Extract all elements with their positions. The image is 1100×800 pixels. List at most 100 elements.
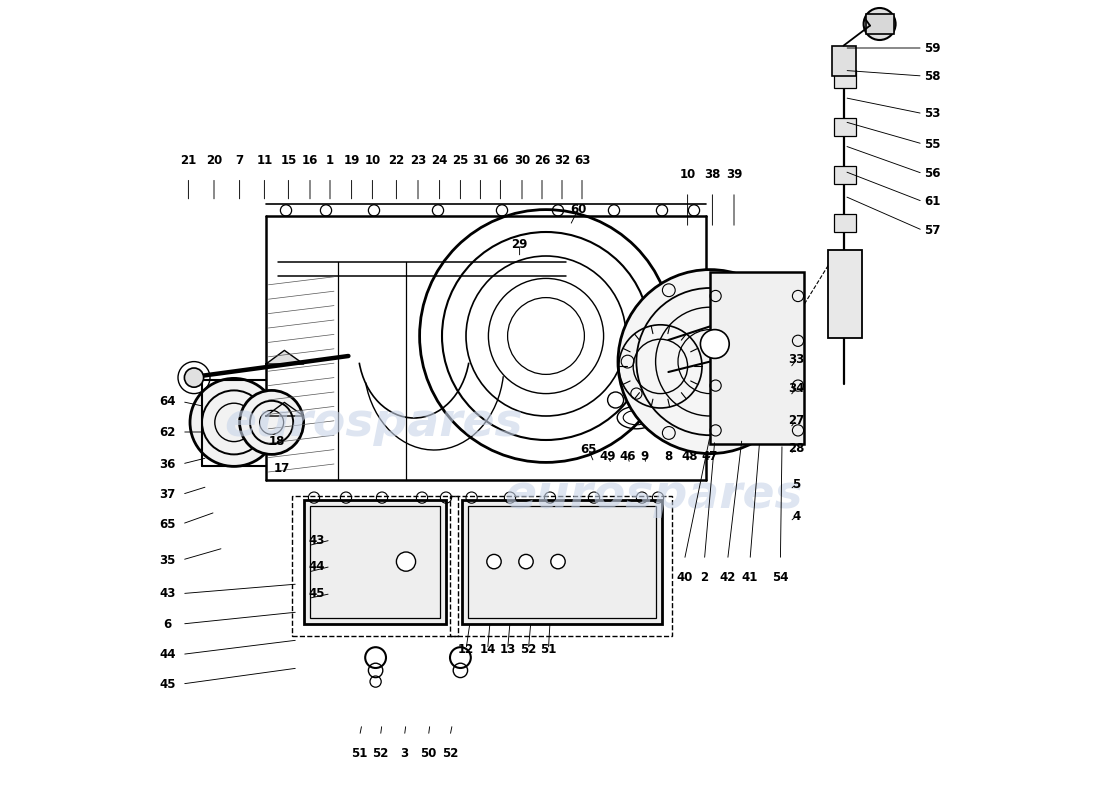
Text: 1: 1: [326, 154, 334, 166]
Circle shape: [185, 368, 204, 387]
Bar: [834, 262, 857, 280]
Text: 40: 40: [676, 571, 693, 584]
Text: 6: 6: [164, 618, 172, 630]
Text: 51: 51: [540, 643, 557, 656]
Text: 10: 10: [680, 168, 695, 181]
Text: 66: 66: [492, 154, 508, 166]
Text: 42: 42: [719, 571, 736, 584]
Text: 44: 44: [160, 648, 176, 661]
Text: 25: 25: [452, 154, 469, 166]
Text: 17: 17: [274, 462, 290, 474]
Bar: [832, 46, 856, 76]
Text: 58: 58: [924, 70, 940, 82]
Text: 37: 37: [160, 488, 176, 501]
Polygon shape: [266, 350, 304, 364]
Text: 43: 43: [308, 534, 324, 546]
Bar: [462, 500, 662, 624]
Text: 41: 41: [741, 571, 758, 584]
Bar: [293, 496, 458, 636]
Bar: [450, 496, 672, 636]
Text: 10: 10: [364, 154, 381, 166]
Circle shape: [519, 554, 534, 569]
Circle shape: [701, 330, 729, 358]
Text: 52: 52: [520, 643, 537, 656]
Bar: [834, 166, 857, 184]
Circle shape: [551, 554, 565, 569]
Text: 61: 61: [924, 195, 940, 208]
Text: 4: 4: [792, 510, 801, 522]
Text: 55: 55: [924, 138, 940, 150]
Text: 62: 62: [160, 426, 176, 438]
Text: 28: 28: [789, 442, 804, 454]
Text: 34: 34: [789, 382, 804, 394]
Circle shape: [607, 392, 624, 408]
Text: 60: 60: [570, 203, 586, 216]
Bar: [834, 118, 857, 136]
Text: 15: 15: [280, 154, 297, 166]
Text: 22: 22: [388, 154, 405, 166]
Text: 52: 52: [372, 747, 388, 760]
Text: 19: 19: [343, 154, 360, 166]
Text: 32: 32: [554, 154, 570, 166]
Text: 27: 27: [789, 414, 804, 426]
Text: 24: 24: [431, 154, 448, 166]
Text: 44: 44: [308, 560, 324, 573]
Circle shape: [487, 554, 502, 569]
Circle shape: [240, 390, 304, 454]
Text: 16: 16: [301, 154, 318, 166]
Text: 39: 39: [726, 168, 742, 181]
Text: 46: 46: [619, 450, 636, 462]
Text: 65: 65: [160, 518, 176, 530]
Text: 56: 56: [924, 167, 940, 180]
Text: 18: 18: [268, 435, 285, 448]
Bar: [834, 70, 857, 88]
Text: 63: 63: [574, 154, 591, 166]
Circle shape: [396, 552, 416, 571]
Text: 59: 59: [924, 42, 940, 54]
Text: 49: 49: [600, 450, 616, 462]
Text: eurospares: eurospares: [224, 402, 524, 446]
Circle shape: [365, 647, 386, 668]
Bar: [310, 506, 440, 618]
Text: 21: 21: [180, 154, 197, 166]
Text: 31: 31: [472, 154, 488, 166]
Text: 9: 9: [640, 450, 649, 462]
Text: 52: 52: [442, 747, 459, 760]
Text: 7: 7: [235, 154, 244, 166]
Text: 20: 20: [206, 154, 222, 166]
Text: 26: 26: [534, 154, 550, 166]
Text: 14: 14: [480, 643, 496, 656]
Text: 36: 36: [160, 458, 176, 470]
Bar: [834, 214, 857, 232]
Text: 38: 38: [704, 168, 720, 181]
Bar: [828, 250, 862, 338]
Text: 2: 2: [701, 571, 708, 584]
Polygon shape: [266, 402, 304, 416]
Text: 11: 11: [256, 154, 273, 166]
Bar: [710, 272, 804, 444]
Bar: [304, 500, 446, 624]
Text: 5: 5: [792, 478, 801, 490]
Bar: [866, 14, 894, 34]
Circle shape: [864, 8, 895, 40]
Text: 64: 64: [160, 395, 176, 408]
Text: 23: 23: [410, 154, 426, 166]
Text: eurospares: eurospares: [505, 474, 803, 518]
Bar: [469, 506, 656, 618]
Text: 45: 45: [160, 678, 176, 690]
Text: 33: 33: [789, 354, 804, 366]
Text: 54: 54: [772, 571, 789, 584]
Text: 51: 51: [351, 747, 367, 760]
Circle shape: [450, 647, 471, 668]
Text: 43: 43: [160, 587, 176, 600]
Bar: [834, 310, 857, 328]
Text: 8: 8: [664, 450, 672, 462]
Text: 3: 3: [400, 747, 408, 760]
Text: 48: 48: [682, 450, 698, 462]
Text: 53: 53: [924, 107, 940, 120]
Text: 50: 50: [420, 747, 437, 760]
Text: 29: 29: [512, 238, 528, 250]
Circle shape: [190, 378, 278, 466]
Text: 47: 47: [702, 450, 718, 462]
Text: 45: 45: [308, 587, 324, 600]
